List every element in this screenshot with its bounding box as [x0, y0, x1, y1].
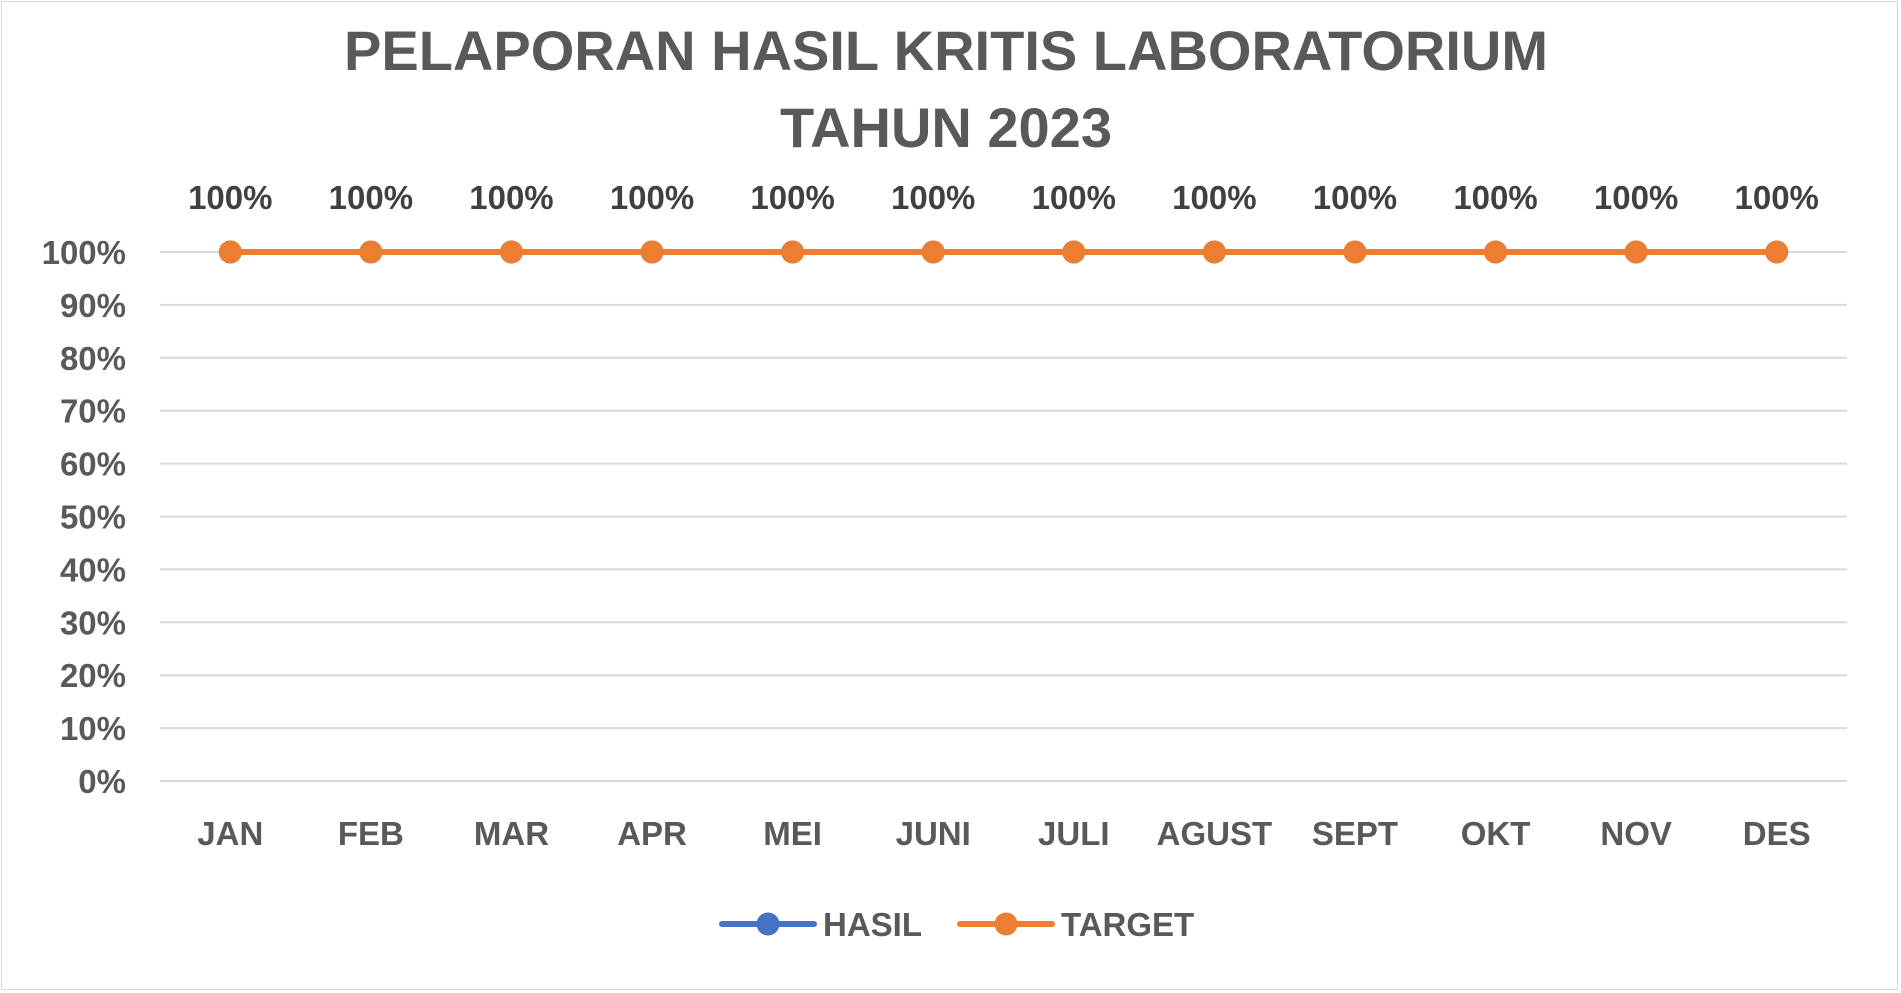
x-tick-label: OKT — [1461, 815, 1531, 852]
legend: HASIL TARGET — [719, 906, 1194, 943]
data-label: 100% — [1313, 179, 1397, 216]
y-axis: 0% 10% 20% 30% 40% 50% 60% 70% 80% 90% 100% — [42, 234, 126, 800]
data-point — [218, 240, 242, 264]
y-tick-label: 40% — [60, 551, 126, 588]
legend-item-hasil: HASIL — [719, 906, 922, 943]
data-point — [781, 240, 805, 264]
legend-marker — [994, 912, 1018, 936]
x-tick-label: SEPT — [1312, 815, 1398, 852]
data-point — [1624, 240, 1648, 264]
chart-title: PELAPORAN HASIL KRITIS LABORATORIUM — [344, 19, 1548, 82]
data-point — [640, 240, 664, 264]
x-tick-label: AGUST — [1157, 815, 1273, 852]
legend-label: TARGET — [1061, 906, 1194, 943]
legend-marker — [756, 912, 780, 936]
data-point — [921, 240, 945, 264]
data-point — [1062, 240, 1086, 264]
data-label: 100% — [1172, 179, 1256, 216]
gridlines — [160, 251, 1847, 782]
x-tick-label: DES — [1743, 815, 1811, 852]
data-label: 100% — [610, 179, 694, 216]
data-point — [1484, 240, 1508, 264]
y-tick-label: 0% — [78, 763, 126, 800]
x-tick-label: APR — [617, 815, 687, 852]
x-tick-label: JUNI — [896, 815, 971, 852]
data-label: 100% — [750, 179, 834, 216]
data-point — [1202, 240, 1226, 264]
chart-subtitle: TAHUN 2023 — [780, 96, 1112, 159]
y-tick-label: 70% — [60, 393, 126, 430]
data-label: 100% — [469, 179, 553, 216]
series-target — [218, 240, 1789, 264]
y-tick-label: 100% — [42, 234, 126, 271]
y-tick-label: 20% — [60, 657, 126, 694]
data-point — [359, 240, 383, 264]
x-tick-label: MEI — [763, 815, 822, 852]
data-label: 100% — [188, 179, 272, 216]
legend-label: HASIL — [823, 906, 922, 943]
data-label: 100% — [1032, 179, 1116, 216]
y-tick-label: 10% — [60, 710, 126, 747]
y-tick-label: 90% — [60, 287, 126, 324]
x-tick-label: JAN — [197, 815, 263, 852]
y-tick-label: 60% — [60, 446, 126, 483]
y-tick-label: 80% — [60, 340, 126, 377]
data-labels: 100% 100% 100% 100% 100% 100% 100% 100% 100% 100%… — [188, 179, 1819, 216]
data-label: 100% — [891, 179, 975, 216]
x-axis: JAN FEB MAR APR MEI JUNI JULI AGUST SEPT OKT NOV DE… — [197, 815, 1810, 852]
data-label: 100% — [1594, 179, 1678, 216]
data-label: 100% — [329, 179, 413, 216]
series-lines — [218, 240, 1789, 264]
data-label: 100% — [1453, 179, 1537, 216]
data-label: 100% — [1735, 179, 1819, 216]
y-tick-label: 30% — [60, 604, 126, 641]
data-point — [1765, 240, 1789, 264]
data-point — [1343, 240, 1367, 264]
data-point — [499, 240, 523, 264]
legend-item-target: TARGET — [957, 906, 1194, 943]
y-tick-label: 50% — [60, 499, 126, 536]
x-tick-label: MAR — [474, 815, 549, 852]
x-tick-label: NOV — [1600, 815, 1672, 852]
x-tick-label: FEB — [338, 815, 404, 852]
x-tick-label: JULI — [1038, 815, 1110, 852]
